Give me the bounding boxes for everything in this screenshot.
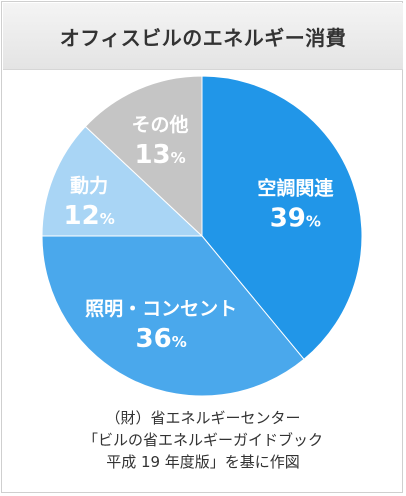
pie-slice-2	[41, 125, 204, 237]
pie-slice-0	[201, 75, 363, 360]
slice-label-2: 動力	[70, 174, 108, 197]
slice-value-1: 36%	[136, 324, 187, 354]
caption-line-1: （財）省エネルギーセンター	[105, 409, 301, 427]
slice-value-3: 13%	[134, 140, 185, 170]
chart-title: オフィスビルのエネルギー消費	[59, 25, 347, 50]
caption-line-3: 平成 19 年度版」を基に作図	[106, 453, 300, 471]
slice-label-1: 照明・コンセント	[85, 298, 237, 320]
slice-label-0: 空調関連	[257, 176, 334, 199]
pie-slice-3	[84, 75, 203, 238]
slice-value-0: 39%	[270, 203, 321, 233]
caption-line-2: 「ビルの省エネルギーガイドブック	[82, 431, 323, 449]
slice-label-3: その他	[132, 113, 189, 136]
slice-value-2: 12%	[64, 201, 115, 231]
title-bar: オフィスビルのエネルギー消費	[3, 3, 403, 70]
pie-slice-1	[41, 235, 305, 397]
